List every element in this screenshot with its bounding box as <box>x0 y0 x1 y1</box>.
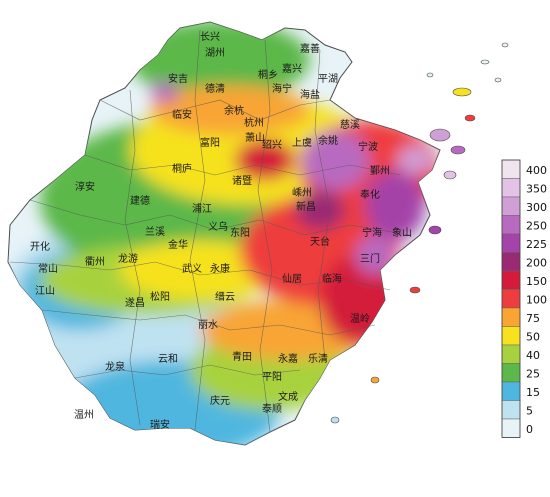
legend-swatch <box>501 252 521 272</box>
city-label: 东阳 <box>230 226 250 239</box>
city-label: 临安 <box>172 108 192 121</box>
city-label: 安吉 <box>168 72 188 85</box>
city-label: 宁海 <box>362 226 382 239</box>
legend-swatch <box>501 326 521 346</box>
city-label: 慈溪 <box>340 118 360 131</box>
offshore-islands <box>330 42 509 424</box>
city-label: 金华 <box>168 238 188 251</box>
legend-swatch <box>501 418 521 438</box>
city-label: 萧山 <box>245 132 265 144</box>
city-label: 开化 <box>30 240 50 253</box>
city-label: 奉化 <box>360 188 380 201</box>
city-label: 湖州 <box>205 47 225 59</box>
city-label: 衢州 <box>85 256 105 268</box>
city-label: 云和 <box>158 353 178 365</box>
county-boundaries <box>9 29 411 433</box>
city-label: 余杭 <box>224 104 244 117</box>
legend-swatch <box>501 344 521 364</box>
legend-label: 150 <box>526 275 547 288</box>
city-label: 江山 <box>35 285 55 297</box>
legend-label: 250 <box>526 220 547 233</box>
legend-label: 225 <box>526 238 547 251</box>
legend-swatch <box>501 233 521 253</box>
legend-swatch <box>501 270 521 290</box>
city-label: 庆元 <box>210 394 230 407</box>
city-label: 缙云 <box>215 290 235 303</box>
legend-swatch <box>501 178 521 198</box>
city-labels: 长兴 湖州 嘉善 嘉兴 平湖 安吉 德清 桐乡 海宁 海盐 临安 余杭 杭州 萧… <box>30 31 412 431</box>
city-label: 杭州 <box>244 116 264 129</box>
city-label: 富阳 <box>200 136 220 149</box>
city-label: 龙泉 <box>105 360 125 373</box>
city-label: 嘉善 <box>300 42 320 55</box>
city-label: 遂昌 <box>125 296 145 309</box>
legend-label: 5 <box>526 405 533 418</box>
city-label: 平阳 <box>262 371 282 383</box>
city-label: 常山 <box>38 262 58 275</box>
legend-swatch <box>501 363 521 383</box>
legend-label: 25 <box>526 368 540 381</box>
city-label: 上虞 <box>292 136 312 149</box>
legend-label: 15 <box>526 386 540 399</box>
city-label: 泰顺 <box>262 402 282 415</box>
legend-label: 0 <box>526 423 533 436</box>
legend-swatch <box>501 215 521 235</box>
city-label: 松阳 <box>150 290 170 303</box>
city-label: 永嘉 <box>278 352 298 365</box>
city-label: 嵊州 <box>292 186 312 199</box>
legend-label: 350 <box>526 183 547 196</box>
city-label: 海宁 <box>272 82 292 95</box>
legend-label: 300 <box>526 201 547 214</box>
city-label: 义乌 <box>208 220 228 233</box>
city-label: 临海 <box>322 272 342 285</box>
city-label: 温岭 <box>350 312 370 325</box>
city-label: 文成 <box>278 390 298 403</box>
city-label: 绍兴 <box>262 138 282 151</box>
city-label: 三门 <box>360 252 380 265</box>
city-label: 永康 <box>210 262 230 275</box>
legend-label: 200 <box>526 257 547 270</box>
legend-label: 50 <box>526 331 540 344</box>
city-label: 青田 <box>232 350 252 363</box>
city-label: 余姚 <box>318 134 338 147</box>
city-label: 诸暨 <box>232 175 252 187</box>
city-label: 丽水 <box>198 319 218 331</box>
legend-swatch <box>501 289 521 309</box>
city-label: 乐清 <box>308 352 328 365</box>
city-label: 象山 <box>392 227 412 239</box>
city-label: 宁波 <box>358 140 378 153</box>
city-label: 龙游 <box>118 252 138 265</box>
city-label: 德清 <box>205 82 225 95</box>
city-label: 天台 <box>310 235 330 248</box>
legend-swatch <box>501 196 521 216</box>
legend-label: 40 <box>526 349 540 362</box>
city-label: 兰溪 <box>145 225 165 238</box>
city-label: 鄞州 <box>370 164 390 177</box>
city-label: 长兴 <box>200 31 220 43</box>
city-label: 淳安 <box>75 180 95 193</box>
legend-swatch <box>501 307 521 327</box>
city-label: 新昌 <box>296 200 316 213</box>
legend-frame <box>501 159 521 438</box>
city-label: 海盐 <box>300 88 320 101</box>
city-label: 温州 <box>74 409 94 421</box>
legend-swatch <box>501 159 521 179</box>
city-label: 桐庐 <box>172 162 192 175</box>
city-label: 瑞安 <box>150 418 170 431</box>
legend-swatch <box>501 400 521 420</box>
city-label: 桐乡 <box>258 68 278 81</box>
city-label: 仙居 <box>282 272 302 285</box>
legend-label: 75 <box>526 312 540 325</box>
legend-label: 100 <box>526 294 547 307</box>
city-label: 嘉兴 <box>282 62 302 75</box>
legend-swatch <box>501 381 521 401</box>
legend-label: 400 <box>526 164 547 177</box>
city-label: 武义 <box>182 262 202 275</box>
city-label: 浦江 <box>192 202 212 215</box>
city-label: 平湖 <box>318 73 338 85</box>
city-label: 建德 <box>130 194 150 207</box>
